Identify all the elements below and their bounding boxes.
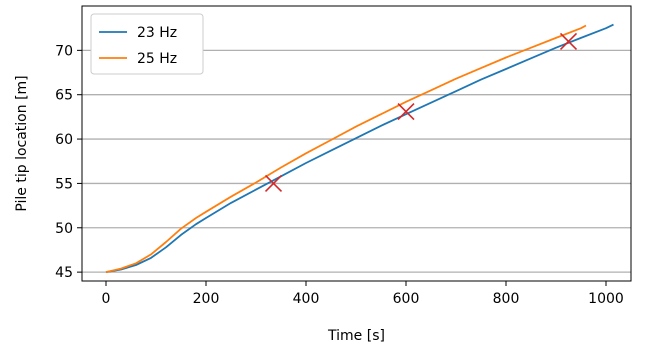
series-line-2: [105, 24, 587, 273]
series-layer: [105, 23, 614, 273]
x-tick-label: 200: [193, 291, 220, 307]
y-tick-label: 65: [55, 88, 73, 104]
legend-box: [90, 13, 204, 75]
x-tick-label: 800: [493, 291, 520, 307]
legend-label-1: 23 Hz: [137, 25, 177, 41]
x-tick-label: 400: [293, 291, 320, 307]
x-tick-label: 600: [393, 291, 420, 307]
y-tick-label: 60: [55, 132, 73, 148]
cross-marker-2: [397, 102, 415, 121]
y-axis-label: Pile tip location [m]: [14, 75, 30, 211]
cross-marker-1: [264, 174, 283, 192]
series-line-1: [105, 23, 614, 273]
legend: 23 Hz 25 Hz: [90, 13, 204, 75]
y-tick-label: 45: [55, 265, 73, 281]
cross-marker-3: [559, 32, 578, 51]
legend-label-2: 25 Hz: [137, 51, 177, 67]
plot-frame: [81, 5, 632, 282]
y-tick-label: 50: [55, 221, 73, 237]
grid-lines: [82, 49, 631, 273]
x-axis-label: Time [s]: [327, 328, 385, 344]
x-tick-label: 0: [102, 291, 111, 307]
marker-layer: [264, 32, 578, 192]
x-axis: 0 200 400 600 800 1000: [102, 281, 624, 307]
x-tick-label: 1000: [588, 291, 624, 307]
y-axis: 45 50 55 60 65 70: [55, 43, 82, 281]
y-tick-label: 70: [55, 43, 73, 59]
y-tick-label: 55: [55, 176, 73, 192]
